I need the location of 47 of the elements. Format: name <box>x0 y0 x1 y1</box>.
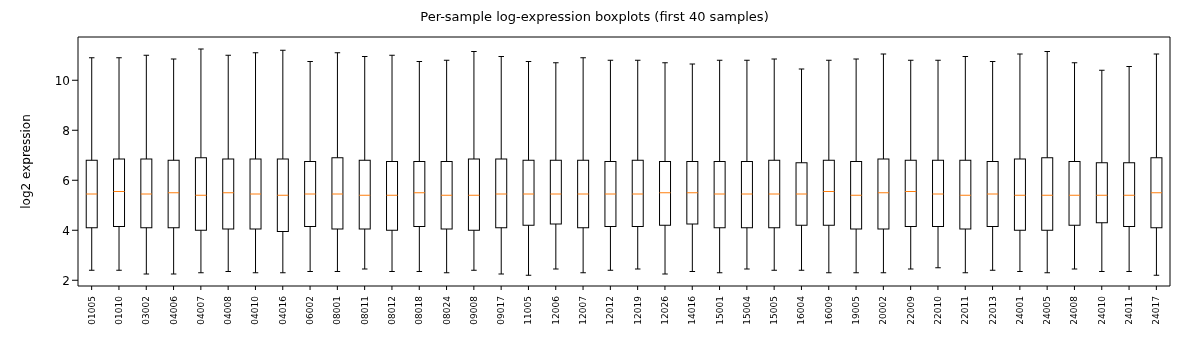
x-tick-label: 08001 <box>332 296 343 325</box>
y-tick-label: 2 <box>62 273 70 288</box>
y-tick-label: 4 <box>62 223 70 238</box>
x-tick-label: 14016 <box>687 295 698 325</box>
x-tick-label: 08011 <box>359 296 370 325</box>
y-tick-label: 8 <box>62 123 70 138</box>
y-tick-label: 6 <box>62 173 70 188</box>
x-tick-label: 24010 <box>1096 295 1107 325</box>
x-tick-label: 09017 <box>496 296 507 325</box>
x-tick-label: 24011 <box>1124 296 1135 325</box>
x-tick-label: 12019 <box>632 295 643 325</box>
x-tick-label: 06002 <box>305 296 316 325</box>
x-tick-label: 12012 <box>605 296 616 325</box>
chart-title: Per-sample log-expression boxplots (first 40 samples) <box>419 8 770 26</box>
x-tick-label: 24017 <box>1151 296 1162 325</box>
x-tick-label: 15001 <box>714 296 725 325</box>
x-tick-label: 09008 <box>468 295 479 325</box>
x-tick-label: 24005 <box>1042 296 1053 325</box>
x-tick-label: 04010 <box>250 295 261 325</box>
x-tick-label: 24001 <box>1014 296 1025 325</box>
x-tick-label: 16004 <box>796 295 807 325</box>
x-tick-label: 01005 <box>86 296 97 325</box>
x-tick-label: 08018 <box>414 295 425 325</box>
x-tick-label: 08012 <box>386 296 397 325</box>
x-tick-label: 04008 <box>223 295 234 325</box>
y-axis-title: log2 expression <box>19 114 34 209</box>
x-tick-label: 19005 <box>851 296 862 325</box>
x-tick-label: 24008 <box>1069 295 1080 325</box>
x-tick-label: 16009 <box>823 295 834 325</box>
x-tick-label: 12026 <box>659 295 670 325</box>
x-tick-label: 20002 <box>878 296 889 325</box>
x-tick-label: 04007 <box>195 296 206 325</box>
x-tick-label: 15004 <box>741 295 752 325</box>
y-tick-label: 10 <box>54 73 70 88</box>
x-tick-label: 22010 <box>932 295 943 325</box>
x-tick-label: 08024 <box>441 295 452 325</box>
x-tick-label: 04006 <box>168 295 179 325</box>
x-tick-label: 04016 <box>277 295 288 325</box>
x-tick-label: 12007 <box>578 296 589 325</box>
x-tick-label: 22013 <box>987 296 998 325</box>
x-tick-label: 22009 <box>905 295 916 325</box>
x-tick-label: 01010 <box>113 295 124 325</box>
x-tick-label: 15005 <box>769 296 780 325</box>
x-tick-label: 03002 <box>141 296 152 325</box>
x-tick-label: 11005 <box>523 296 534 325</box>
x-tick-label: 12006 <box>550 295 561 325</box>
x-tick-label: 22011 <box>960 296 971 325</box>
